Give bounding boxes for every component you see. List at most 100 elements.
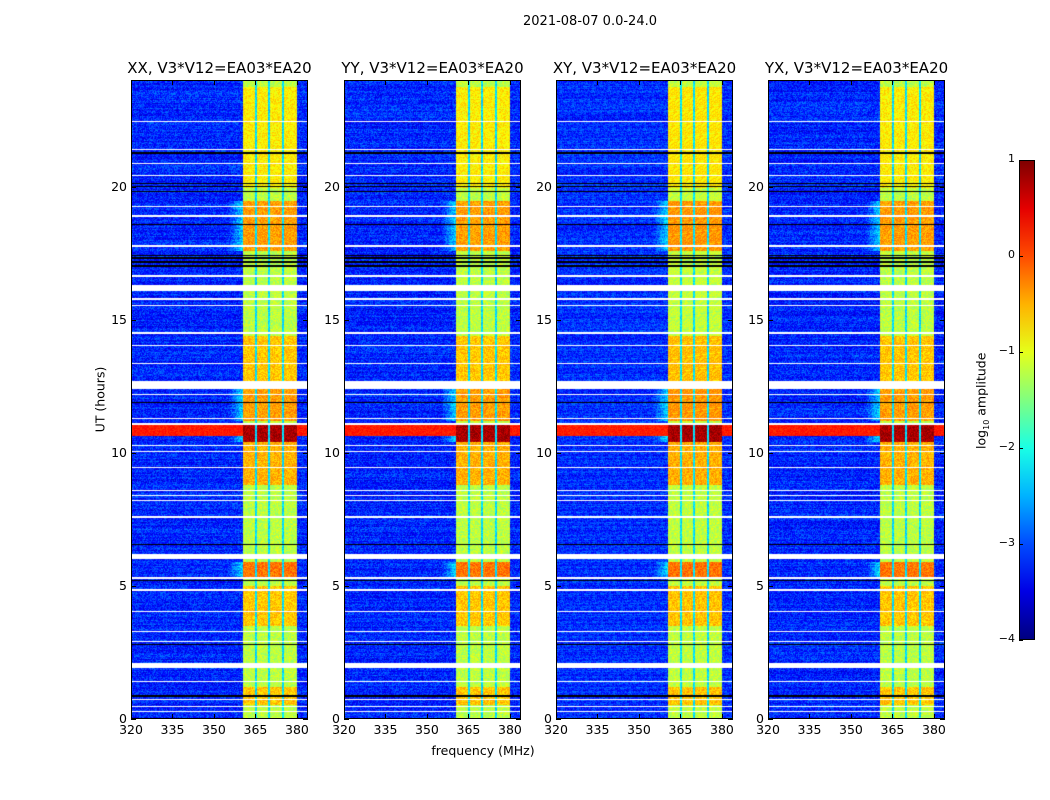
x-tick-label: 335 [585,722,610,737]
y-tick [344,585,349,587]
colorbar-tick [1019,544,1023,545]
y-tick-right [940,319,945,321]
y-tick-label: 0 [544,711,552,726]
waterfall-image [769,81,944,718]
x-tick-top [426,80,428,85]
x-tick [468,714,470,719]
y-tick-label: 5 [756,577,764,593]
y-tick [556,186,561,188]
x-tick [597,714,599,719]
y-tick-right [303,186,308,188]
y-tick-label: 15 [111,311,127,327]
y-tick [768,585,773,587]
x-tick-top [597,80,599,85]
x-tick-label: 350 [415,722,439,737]
y-tick-right [303,585,308,587]
panel-title: XX, V3*V12=EA03*EA20 [127,59,312,77]
y-axis-label: UT (hours) [92,366,108,433]
y-tick-right [303,452,308,454]
y-tick [344,319,349,321]
y-tick-label: 0 [756,711,764,726]
colorbar-tick [1019,160,1023,161]
y-tick [556,585,561,587]
y-tick-right [728,319,733,321]
colorbar-label-sub: 10 [981,419,991,430]
panel-title: YY, V3*V12=EA03*EA20 [341,59,524,77]
x-tick-top [850,80,852,85]
y-tick [131,186,136,188]
x-tick-top [213,80,215,85]
colorbar [1019,160,1035,640]
x-tick-top [385,80,387,85]
y-tick-label: 20 [748,178,764,194]
colorbar-tick-label: 0 [1008,248,1015,261]
colorbar-tick [1019,448,1023,449]
y-tick-label: 0 [119,711,127,726]
x-tick [509,714,511,719]
y-tick-label: 20 [111,178,127,194]
y-tick [131,719,136,720]
y-tick [556,319,561,321]
y-tick-right [940,585,945,587]
x-tick-top [933,80,935,85]
x-tick [768,714,769,719]
y-tick-label: 15 [536,311,552,327]
y-tick-label: 10 [536,444,552,460]
colorbar-tick [1019,352,1023,353]
x-axis-label: frequency (MHz) [431,743,535,758]
x-tick-top [721,80,723,85]
y-tick [768,186,773,188]
x-tick-label: 350 [202,722,226,737]
waterfall-panel-2 [556,80,733,719]
x-tick [556,714,557,719]
panel-title: YX, V3*V12=EA03*EA20 [764,59,949,77]
x-tick-top [768,80,769,85]
colorbar-label-text: amplitude [973,352,989,420]
waterfall-image [132,81,307,718]
x-tick-top [680,80,682,85]
colorbar-tick-label: 1 [1008,152,1015,165]
y-tick-label: 20 [536,178,552,194]
x-tick-label: 350 [627,722,651,737]
y-tick-label: 20 [324,178,340,194]
x-tick-label: 365 [243,722,268,737]
x-tick-top [296,80,298,85]
y-tick-right [516,719,521,720]
y-tick-label: 5 [332,577,340,593]
y-tick-label: 10 [111,444,127,460]
panel-title: XY, V3*V12=EA03*EA20 [552,59,737,77]
x-tick [213,714,215,719]
x-tick-label: 335 [373,722,398,737]
y-tick [344,719,349,720]
y-tick-label: 5 [119,577,127,593]
x-tick-label: 365 [880,722,905,737]
x-tick [426,714,428,719]
y-tick-right [940,452,945,454]
y-tick-right [728,719,733,720]
x-tick [933,714,935,719]
colorbar-tick-label: −2 [998,440,1015,453]
y-tick-label: 10 [324,444,340,460]
y-tick [131,319,136,321]
x-tick-label: 380 [285,722,309,737]
y-tick [556,452,561,454]
x-tick [296,714,298,719]
x-tick-label: 365 [668,722,693,737]
waterfall-panel-1 [344,80,521,719]
x-tick-top [172,80,174,85]
waterfall-image [345,81,520,718]
x-tick-top [556,80,557,85]
y-tick [768,719,773,720]
x-tick-top [809,80,811,85]
x-tick [344,714,345,719]
colorbar-tick-label: −4 [998,632,1015,645]
x-tick-label: 335 [797,722,822,737]
y-tick [344,186,349,188]
y-tick [344,452,349,454]
x-tick-top [468,80,470,85]
x-tick [680,714,682,719]
figure-title: 2021-08-07 0.0-24.0 [523,14,657,29]
colorbar-tick-label: −3 [998,536,1015,549]
x-tick-top [344,80,345,85]
